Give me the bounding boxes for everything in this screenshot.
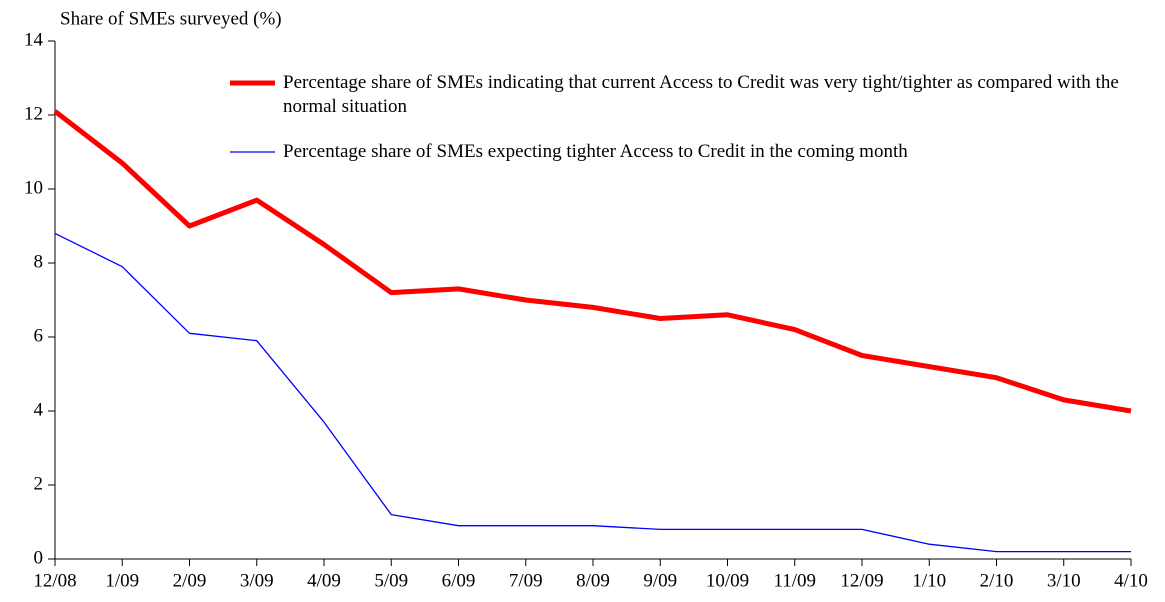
legend-label: Percentage share of SMEs expecting tight… (283, 141, 908, 162)
y-tick-label: 14 (24, 29, 44, 50)
y-tick-label: 2 (34, 473, 44, 494)
series-line (54, 232, 1131, 553)
y-axis-label: Share of SMEs surveyed (%) (60, 8, 282, 29)
x-tick-label: 4/09 (307, 570, 341, 591)
x-tick-label: 5/09 (374, 570, 408, 591)
y-tick-label: 4 (34, 399, 44, 420)
x-tick-label: 12/09 (840, 570, 883, 591)
x-tick-label: 10/09 (706, 570, 749, 591)
x-tick-label: 3/10 (1047, 570, 1081, 591)
y-tick-label: 8 (34, 251, 44, 272)
x-tick-label: 2/09 (173, 570, 207, 591)
x-tick-label: 9/09 (643, 570, 677, 591)
y-tick-label: 6 (34, 325, 44, 346)
y-tick-label: 0 (34, 547, 44, 568)
x-tick-label: 7/09 (509, 570, 543, 591)
x-tick-label: 12/08 (33, 570, 76, 591)
x-tick-label: 1/10 (912, 570, 946, 591)
x-tick-label: 11/09 (773, 570, 816, 591)
x-tick-label: 2/10 (980, 570, 1014, 591)
x-tick-label: 1/09 (105, 570, 139, 591)
x-tick-label: 6/09 (442, 570, 476, 591)
x-tick-label: 8/09 (576, 570, 610, 591)
series-line (53, 109, 1132, 414)
legend-label: Percentage share of SMEs indicating that… (283, 72, 1119, 117)
x-tick-label: 4/10 (1114, 570, 1148, 591)
x-tick-label: 3/09 (240, 570, 274, 591)
y-tick-label: 10 (24, 177, 43, 198)
y-tick-label: 12 (24, 103, 43, 124)
